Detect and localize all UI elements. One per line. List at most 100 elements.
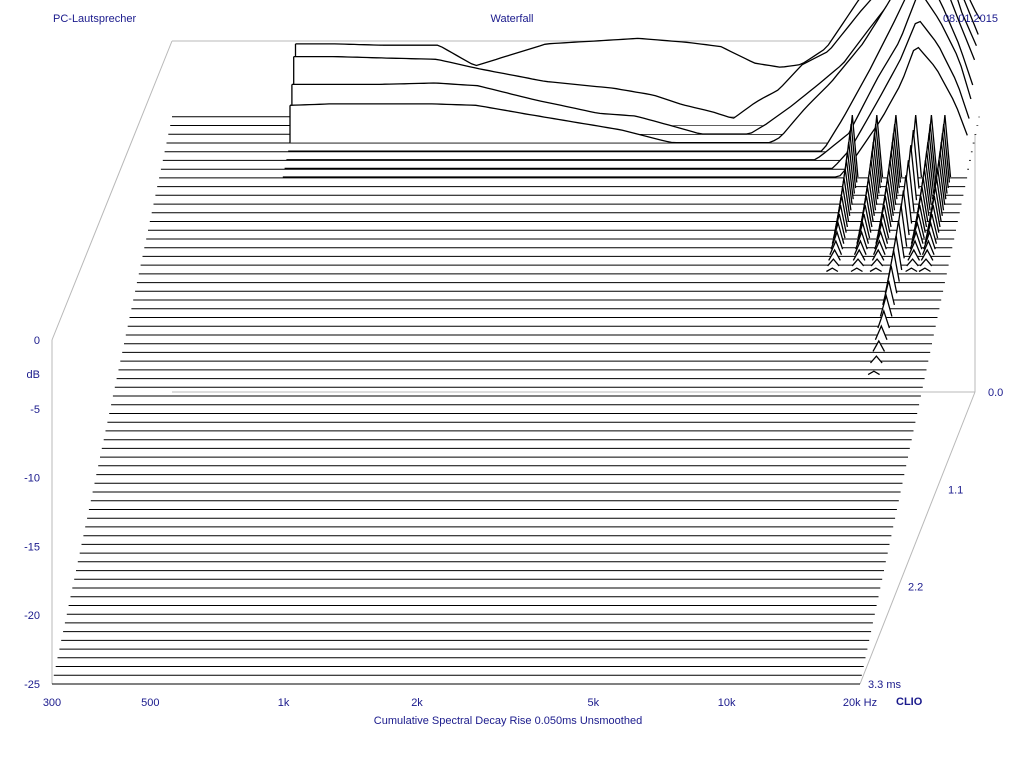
brand-label: CLIO xyxy=(896,696,923,708)
y-tick-label: 0 xyxy=(34,335,40,347)
y-tick-label: -10 xyxy=(24,473,40,485)
ridge-line xyxy=(918,267,931,273)
x-tick-label: 1k xyxy=(278,697,290,709)
ridge-fill xyxy=(868,371,880,375)
ridge-line xyxy=(910,220,924,244)
header-title: Waterfall xyxy=(491,13,534,25)
back-left-edge xyxy=(51,40,173,341)
ridge-line xyxy=(877,308,891,329)
decay-ridges xyxy=(826,114,952,376)
x-tick-label: 300 xyxy=(43,697,61,709)
ridge-fill xyxy=(875,326,887,340)
ridge-line xyxy=(919,258,933,267)
ridge-fill xyxy=(905,268,918,272)
side-edge xyxy=(859,391,976,685)
ridge-fill xyxy=(873,241,886,255)
header-left: PC-Lautsprecher xyxy=(53,13,136,25)
ridge-line xyxy=(871,248,885,261)
ridge-fill xyxy=(854,241,867,255)
ridge-line xyxy=(857,213,871,239)
ridge-line xyxy=(876,213,890,239)
spectral-slices xyxy=(52,0,981,685)
ridge-line xyxy=(873,239,886,256)
ridge-line xyxy=(908,239,922,256)
ridge-line xyxy=(856,220,870,244)
slice-curve xyxy=(295,0,981,68)
chart-caption: Cumulative Spectral Decay Rise 0.050ms U… xyxy=(374,715,642,727)
ridge-fill xyxy=(907,250,920,261)
ridge-line xyxy=(852,248,866,261)
y-axis-label: dB xyxy=(27,369,40,381)
ridge-line xyxy=(879,293,893,317)
ridge-fill xyxy=(852,259,864,266)
ridge-fill xyxy=(877,310,890,329)
slice-fill xyxy=(290,0,975,143)
ridge-line xyxy=(832,213,846,239)
ridge-line xyxy=(884,265,898,294)
ridge-fill xyxy=(873,341,885,352)
ridge-line xyxy=(874,324,888,340)
ridge-line xyxy=(855,229,868,250)
ridge-line xyxy=(921,239,935,256)
z-tick-label: 3.3 ms xyxy=(868,679,902,691)
slice-curve xyxy=(286,0,972,161)
slice-curve xyxy=(289,0,976,144)
x-tick-label: 5k xyxy=(587,697,599,709)
y-tick-label: -15 xyxy=(24,541,40,553)
ridge-line xyxy=(869,267,882,273)
ridge-fill xyxy=(922,241,935,255)
x-tick-label: 10k xyxy=(718,697,736,709)
ridge-line xyxy=(906,258,919,267)
ridge-line xyxy=(875,220,889,244)
header: PC-Lautsprecher Waterfall 08.01.2015 xyxy=(53,13,998,25)
ridge-fill xyxy=(827,259,840,266)
slice-fill xyxy=(291,0,977,134)
slice-curve xyxy=(293,0,979,119)
ridge-fill xyxy=(829,241,842,255)
ridge-fill xyxy=(920,259,932,266)
ridge-fill xyxy=(906,259,919,266)
x-tick-label: 500 xyxy=(141,697,159,709)
ridge-line xyxy=(872,339,886,352)
ridge-line xyxy=(867,370,880,376)
slice-curve xyxy=(288,0,974,152)
ridge-line xyxy=(827,258,840,267)
ridge-line xyxy=(923,229,936,250)
ridge-line xyxy=(909,229,923,250)
ridge-line xyxy=(829,239,843,256)
ridge-line xyxy=(870,355,883,364)
ridge-fill xyxy=(872,250,884,261)
ridge-line xyxy=(882,280,896,306)
ridge-line xyxy=(874,229,887,250)
x-tick-label: 2k xyxy=(411,697,423,709)
axis-labels: 0 -5 -10 -15 -20 -25 dB 300 500 1k 2k 5k 10k 20k Hz 0.… xyxy=(24,335,1003,709)
ridge-fill xyxy=(851,268,863,272)
ridge-line xyxy=(925,213,939,239)
ridge-line xyxy=(924,220,938,244)
ridge-fill xyxy=(828,250,841,261)
ridge-fill xyxy=(826,268,838,272)
y-tick-label: -5 xyxy=(30,404,40,416)
header-date: 08.01.2015 xyxy=(943,13,998,25)
y-tick-label: -20 xyxy=(24,610,40,622)
x-tick-label: 20k Hz xyxy=(843,697,877,709)
z-tick-label: 2.2 xyxy=(908,582,923,594)
ridge-fill xyxy=(921,250,933,261)
z-tick-label: 0.0 xyxy=(988,387,1003,399)
y-tick-label: -25 xyxy=(24,679,40,691)
ridge-fill xyxy=(870,268,882,272)
ridge-line xyxy=(828,248,841,261)
ridge-line xyxy=(830,229,844,250)
ridge-line xyxy=(831,220,845,244)
ridge-line xyxy=(850,267,863,273)
ridge-line xyxy=(907,248,921,261)
ridge-fill xyxy=(909,241,921,255)
ridge-fill xyxy=(870,356,883,363)
ridge-fill xyxy=(919,268,931,272)
ridge-line xyxy=(870,258,884,267)
ridge-fill xyxy=(853,250,865,261)
footer: Cumulative Spectral Decay Rise 0.050ms U… xyxy=(374,696,923,727)
ridge-line xyxy=(853,239,867,256)
ridge-line xyxy=(826,267,839,273)
